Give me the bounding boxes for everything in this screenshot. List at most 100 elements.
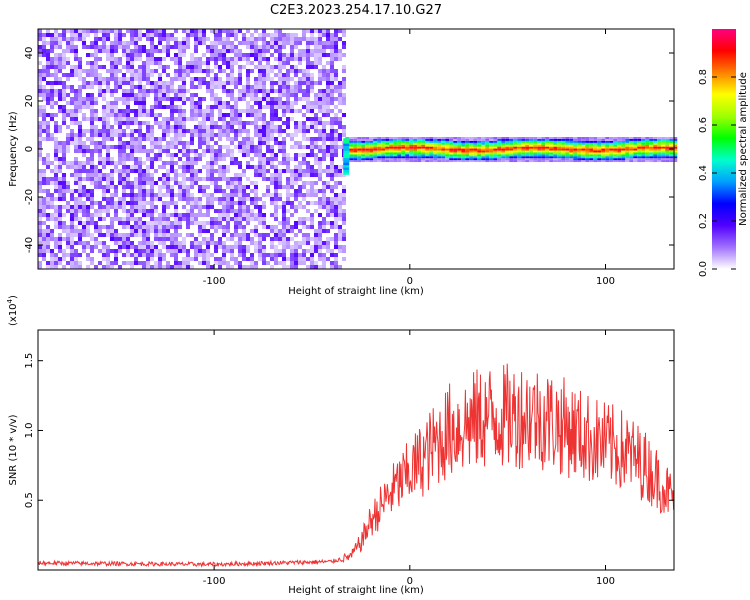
spectrogram-cell	[238, 109, 242, 113]
spectrogram-cell	[198, 77, 202, 81]
spectrogram-cell	[70, 241, 74, 245]
spectrogram-cell	[266, 253, 270, 257]
spectrogram-cell	[302, 205, 306, 209]
spectrogram-cell	[98, 157, 102, 161]
spectrogram-cell	[393, 148, 398, 151]
spectrogram-cell	[226, 149, 230, 153]
spectrogram-cell	[150, 241, 154, 245]
spectrogram-cell	[150, 129, 154, 133]
spectrogram-cell	[166, 201, 170, 205]
spectrogram-cell	[42, 229, 46, 233]
spectrogram-cell	[46, 113, 50, 117]
spectrogram-cell	[266, 93, 270, 97]
spectrogram-cell	[310, 109, 314, 113]
spectrogram-cell	[441, 152, 446, 155]
spectrogram-cell	[194, 241, 198, 245]
spectrogram-cell	[126, 69, 130, 73]
spectrogram-cell	[298, 85, 302, 89]
spectrogram-cell	[294, 73, 298, 77]
spectrogram-cell	[322, 137, 326, 141]
spectrogram-cell	[114, 253, 118, 257]
spectrogram-cell	[54, 93, 58, 97]
spectrogram-cell	[282, 229, 286, 233]
spectrogram-cell	[250, 105, 254, 109]
spectrogram-cell	[549, 142, 554, 145]
spectrogram-cell	[338, 93, 342, 97]
spectrogram-cell	[126, 105, 130, 109]
spectrogram-cell	[98, 149, 102, 153]
spectrogram-cell	[417, 156, 422, 159]
spectrogram-cell	[381, 160, 386, 163]
spectrogram-cell	[78, 137, 82, 141]
spectrogram-cell	[118, 37, 122, 41]
spectrogram-cell	[553, 140, 558, 143]
spectrogram-cell	[290, 89, 294, 93]
spectrogram-cell	[166, 37, 170, 41]
spectrogram-cell	[118, 169, 122, 173]
spectrogram-cell	[114, 101, 118, 105]
spectrogram-cell	[146, 173, 150, 177]
spectrogram-cell	[302, 89, 306, 93]
spectrogram-cell	[134, 245, 138, 249]
spectrogram-cell	[170, 97, 174, 101]
spectrogram-cell	[90, 117, 94, 121]
spectrogram-cell	[254, 213, 258, 217]
spectrogram-cell	[174, 141, 178, 145]
spectrogram-cell	[86, 233, 90, 237]
spectrogram-cell	[62, 153, 66, 157]
spectrogram-cell	[437, 156, 442, 159]
spectrogram-cell	[154, 249, 158, 253]
spectrogram-cell	[102, 41, 106, 45]
spectrogram-cell	[302, 217, 306, 221]
spectrogram-cell	[102, 109, 106, 113]
spectrogram-cell	[110, 137, 114, 141]
spectrogram-cell	[150, 225, 154, 229]
spectrogram-cell	[222, 133, 226, 137]
spectrogram-cell	[186, 153, 190, 157]
spectrogram-cell	[306, 89, 310, 93]
spectrogram-cell	[501, 150, 506, 153]
spectrogram-cell	[130, 241, 134, 245]
spectrogram-cell	[210, 77, 214, 81]
spectrogram-cell	[617, 160, 622, 163]
spectrogram-cell	[238, 57, 242, 61]
spectrogram-cell	[178, 193, 182, 197]
spectrogram-cell	[182, 165, 186, 169]
spectrogram-cell	[58, 57, 62, 61]
spectrogram-cell	[138, 221, 142, 225]
spectrogram-cell	[158, 185, 162, 189]
spectrogram-cell	[238, 225, 242, 229]
spectrogram-cell	[238, 133, 242, 137]
spectrogram-cell	[62, 97, 66, 101]
spectrogram-cell	[597, 146, 602, 149]
spectrogram-cell	[266, 141, 270, 145]
spectrogram-cell	[465, 144, 470, 147]
spectrogram-cell	[74, 145, 78, 149]
spectrogram-cell	[238, 113, 242, 117]
spectrogram-cell	[62, 53, 66, 57]
spectrogram-cell	[657, 156, 662, 159]
spectrogram-cell	[186, 37, 190, 41]
spectrogram-cell	[174, 41, 178, 45]
spectrogram-cell	[322, 181, 326, 185]
spectrogram-cell	[513, 154, 518, 157]
spectrogram-cell	[70, 89, 74, 93]
spectrogram-cell	[42, 241, 46, 245]
spectrogram-cell	[210, 137, 214, 141]
spectrogram-cell	[62, 145, 66, 149]
spectrogram-cell	[118, 85, 122, 89]
spectrogram-cell	[258, 57, 262, 61]
spectrogram-cell	[238, 77, 242, 81]
spectrogram-cell	[314, 117, 318, 121]
spectrogram-cell	[38, 177, 42, 181]
spectrogram-cell	[186, 249, 190, 253]
spectrogram-cell	[357, 148, 362, 151]
spectrogram-cell	[206, 149, 210, 153]
spectrogram-cell	[146, 245, 150, 249]
spectrogram-cell	[601, 140, 606, 143]
spectrogram-cell	[242, 189, 246, 193]
spectrogram-cell	[126, 193, 130, 197]
spectrogram-cell	[78, 145, 82, 149]
spectrogram-cell	[182, 53, 186, 57]
spectrogram-cell	[230, 185, 234, 189]
